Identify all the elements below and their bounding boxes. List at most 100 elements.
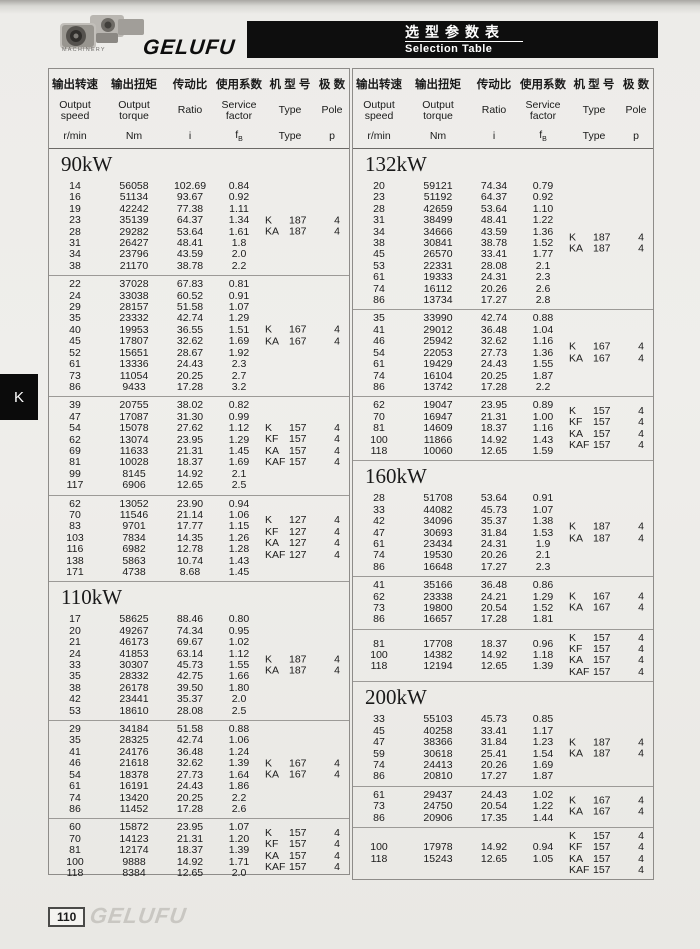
- header-cell: Output speed: [59, 98, 91, 122]
- type-row: K 187 4: [569, 521, 653, 533]
- cell: 12194: [423, 660, 453, 673]
- cell: 51.58: [176, 301, 204, 314]
- cell: 21.31: [176, 832, 204, 845]
- cell: 1.00: [532, 410, 554, 423]
- cell: 60: [69, 821, 81, 834]
- cell: 18.37: [176, 844, 204, 857]
- cell: 8384: [122, 866, 146, 879]
- cell: 35: [69, 734, 81, 747]
- table-row: 86 16657 17.28 1.81: [353, 613, 653, 625]
- cell: 1.71: [228, 855, 250, 868]
- cell: 34666: [423, 225, 453, 238]
- cell: 2.3: [535, 271, 551, 284]
- type-size: 167: [289, 768, 307, 781]
- cell: 17807: [119, 335, 149, 348]
- cell: 34184: [119, 723, 149, 736]
- cell: 26570: [423, 248, 453, 261]
- type-row: K 157 4: [265, 422, 349, 435]
- cell: 33: [373, 503, 385, 516]
- cell: 1.52: [532, 602, 554, 614]
- cell: 69: [69, 444, 81, 457]
- cell: 88.46: [176, 613, 204, 626]
- type-row: K 167 4: [569, 591, 653, 603]
- cell: 27.73: [176, 768, 204, 781]
- type-list: K 157 4 KF 157 4 KA 157 4 KAF 157 4: [265, 827, 349, 874]
- header-cell: 机 型 号: [573, 79, 615, 91]
- type-size: 157: [593, 666, 611, 679]
- cell: 42242: [119, 202, 149, 215]
- cell: 20: [373, 180, 385, 192]
- type-list: K 187 4 KA 187 4: [569, 521, 653, 545]
- cell: 20.26: [480, 759, 508, 772]
- table-row: 16 51134 93.67 0.92: [49, 191, 349, 203]
- cell: 17.35: [480, 811, 508, 824]
- pole-value: 4: [334, 323, 340, 336]
- table-row: 22 37028 67.83 0.81: [49, 278, 349, 290]
- cell: 23332: [119, 312, 149, 325]
- cell: 1.20: [228, 832, 250, 845]
- cell: 1.10: [532, 202, 554, 215]
- header-cell: Output speed: [363, 98, 395, 122]
- type-name: K: [265, 653, 273, 666]
- section-title: 110kW: [61, 585, 123, 610]
- table-row: 86 20810 17.27 1.87: [353, 771, 653, 783]
- cell: 55103: [423, 713, 453, 726]
- cell: 3.2: [231, 380, 247, 393]
- cell: 73: [373, 800, 385, 813]
- cell: 81: [69, 844, 81, 857]
- cell: 45.73: [176, 659, 204, 672]
- cell: 13074: [119, 433, 149, 446]
- type-list: K 167 4 KA 167 4: [569, 591, 653, 615]
- cell: 102.69: [173, 180, 207, 192]
- cell: 1.22: [532, 214, 554, 227]
- cell: 2.6: [535, 282, 551, 295]
- cell: 11452: [119, 802, 149, 815]
- type-name: KF: [569, 416, 583, 429]
- cell: 64.37: [480, 191, 508, 204]
- cell: 74.34: [176, 624, 204, 637]
- header-cell: Type: [582, 130, 606, 142]
- cell: 2.0: [231, 693, 247, 706]
- cell: 20.25: [176, 369, 204, 382]
- cell: 12.65: [480, 852, 508, 865]
- cell: 1.52: [532, 237, 554, 250]
- table-row: 14 56058 102.69 0.84: [49, 180, 349, 192]
- header-cell: Nm: [429, 130, 447, 142]
- type-row: KA 187 4: [569, 748, 653, 760]
- cell: 14.92: [176, 467, 204, 480]
- cell: 1.66: [228, 670, 250, 683]
- type-row: K 187 4: [569, 231, 653, 244]
- pole-value: 4: [638, 666, 644, 679]
- cell: 1.04: [532, 323, 554, 336]
- table-row: 45 26570 33.41 1.77: [353, 248, 653, 261]
- type-row: KF 157 4: [265, 838, 349, 851]
- table-row: 39 20755 38.02 0.82: [49, 399, 349, 411]
- brand-logo: GELUFU: [141, 36, 237, 59]
- type-size: 157: [289, 838, 307, 851]
- type-name: KAF: [265, 861, 286, 874]
- pole-value: 4: [638, 736, 644, 749]
- cell: 33.41: [480, 248, 508, 261]
- type-size: 187: [289, 214, 307, 227]
- cell: 1.36: [532, 346, 554, 359]
- cell: 38: [373, 237, 385, 250]
- type-name: K: [265, 422, 273, 435]
- table-row: 54 22053 27.73 1.36: [353, 346, 653, 359]
- type-size: 127: [289, 548, 307, 561]
- cell: 1.36: [532, 225, 554, 238]
- cell: 1.15: [228, 520, 250, 533]
- cell: 14.92: [480, 841, 508, 854]
- data-block: 62 19047 23.95 0.89 70 16947 21.31 1.00 81 14609 1…: [353, 397, 653, 460]
- cell: 29: [69, 723, 81, 736]
- type-size: 127: [289, 537, 307, 550]
- type-list: K 157 4 KF 157 4 KA 157 4 KAF 157 4: [569, 632, 653, 679]
- cell: 1.45: [228, 444, 250, 457]
- cell: 1.39: [532, 660, 554, 673]
- type-name: KA: [265, 768, 280, 781]
- type-row: KAF 157 4: [265, 456, 349, 468]
- cell: 19047: [423, 399, 453, 412]
- cell: 1.07: [532, 503, 554, 516]
- type-name: K: [569, 231, 577, 244]
- type-size: 187: [593, 532, 611, 545]
- type-row: KA 157 4: [569, 428, 653, 440]
